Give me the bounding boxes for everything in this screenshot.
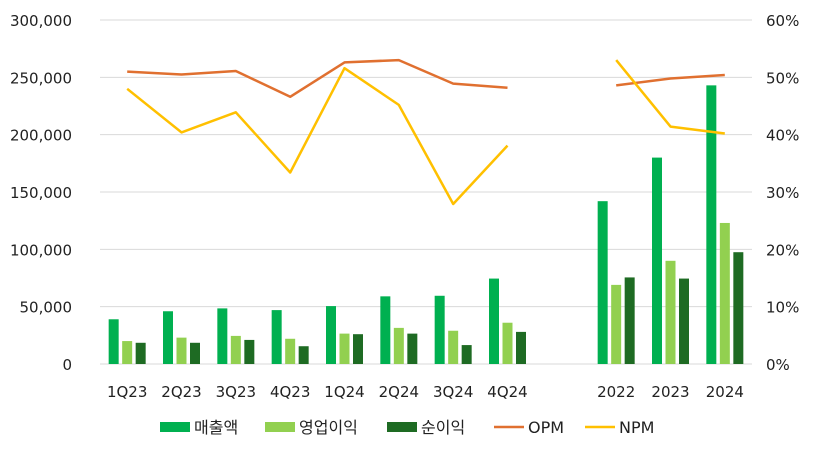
x-tick-label: 1Q23 <box>107 383 147 401</box>
y-left-tick-label: 100,000 <box>10 241 72 259</box>
bar-매출액 <box>706 85 717 365</box>
y-left-tick-label: 150,000 <box>10 184 72 202</box>
x-tick-label: 4Q24 <box>487 383 527 401</box>
x-tick-label: 2Q23 <box>161 383 201 401</box>
bar-매출액 <box>434 295 445 364</box>
gridlines <box>100 19 752 365</box>
y-left-tick-label: 50,000 <box>20 299 73 317</box>
bars <box>108 85 744 365</box>
y-right-tick-label: 60% <box>766 12 799 30</box>
bar-영업이익 <box>665 260 676 364</box>
bar-순이익 <box>516 331 526 364</box>
bar-순이익 <box>679 278 689 364</box>
x-tick-label: 3Q23 <box>216 383 256 401</box>
bar-영업이익 <box>339 333 350 364</box>
x-tick-label: 1Q24 <box>324 383 364 401</box>
bar-매출액 <box>489 278 499 364</box>
bar-매출액 <box>271 310 282 364</box>
x-tick-label: 2023 <box>651 383 689 401</box>
bar-영업이익 <box>448 330 459 364</box>
y-right-tick-label: 20% <box>766 241 799 259</box>
x-axis: 1Q23 2Q23 3Q23 4Q23 1Q24 2Q24 3Q24 4Q24 2022 2023… <box>107 383 744 401</box>
y-right-tick-label: 50% <box>766 69 799 87</box>
x-tick-label: 4Q23 <box>270 383 310 401</box>
x-tick-label: 2024 <box>706 383 744 401</box>
bar-매출액 <box>380 296 391 364</box>
line-NPM <box>615 59 725 135</box>
bar-영업이익 <box>176 337 187 364</box>
bar-영업이익 <box>230 335 241 364</box>
legend-label: 순이익 <box>421 418 465 437</box>
legend-label: 매출액 <box>194 418 238 437</box>
bar-순이익 <box>461 345 472 364</box>
bar-순이익 <box>135 342 146 364</box>
bar-순이익 <box>353 334 363 364</box>
bar-매출액 <box>597 201 608 364</box>
bar-매출액 <box>108 319 119 364</box>
bar-영업이익 <box>393 327 404 364</box>
bar-매출액 <box>652 157 662 364</box>
bar-순이익 <box>624 277 635 364</box>
y-left-tick-label: 0 <box>62 356 72 374</box>
legend-swatch <box>387 422 417 432</box>
bar-순이익 <box>733 252 744 364</box>
bar-영업이익 <box>285 338 296 364</box>
bar-순이익 <box>407 333 418 364</box>
legend-swatch <box>160 422 190 432</box>
y-right-tick-label: 0% <box>766 356 790 374</box>
lines <box>126 58 725 206</box>
bar-영업이익 <box>719 222 730 364</box>
x-tick-label: 3Q24 <box>433 383 473 401</box>
bar-매출액 <box>163 311 173 364</box>
x-tick-label: 2Q24 <box>379 383 419 401</box>
y-axis-left: 0 50,000 100,000 150,000 200,000 250,000 300,0… <box>10 12 72 374</box>
bar-순이익 <box>244 339 255 364</box>
legend-label: NPM <box>619 418 654 437</box>
y-right-tick-label: 30% <box>766 184 799 202</box>
bar-영업이익 <box>502 322 513 364</box>
bar-영업이익 <box>122 341 133 364</box>
y-axis-right: 0% 10% 20% 30% 40% 50% 60% <box>766 12 799 374</box>
line-OPM <box>127 58 508 99</box>
legend-label: 영업이익 <box>299 418 358 437</box>
y-right-tick-label: 10% <box>766 299 799 317</box>
bar-매출액 <box>326 306 336 364</box>
y-left-tick-label: 200,000 <box>10 127 72 145</box>
bar-순이익 <box>190 342 200 364</box>
legend-swatch <box>265 422 295 432</box>
y-left-tick-label: 250,000 <box>10 69 72 87</box>
bar-순이익 <box>298 346 309 364</box>
legend-label: OPM <box>528 418 564 437</box>
y-left-tick-label: 300,000 <box>10 12 72 30</box>
x-tick-label: 2022 <box>597 383 635 401</box>
line-NPM <box>126 66 509 206</box>
bar-영업이익 <box>611 284 622 364</box>
y-right-tick-label: 40% <box>766 127 799 145</box>
legend: 매출액 영업이익 순이익 OPM NPM <box>160 418 654 437</box>
bar-매출액 <box>217 308 228 364</box>
